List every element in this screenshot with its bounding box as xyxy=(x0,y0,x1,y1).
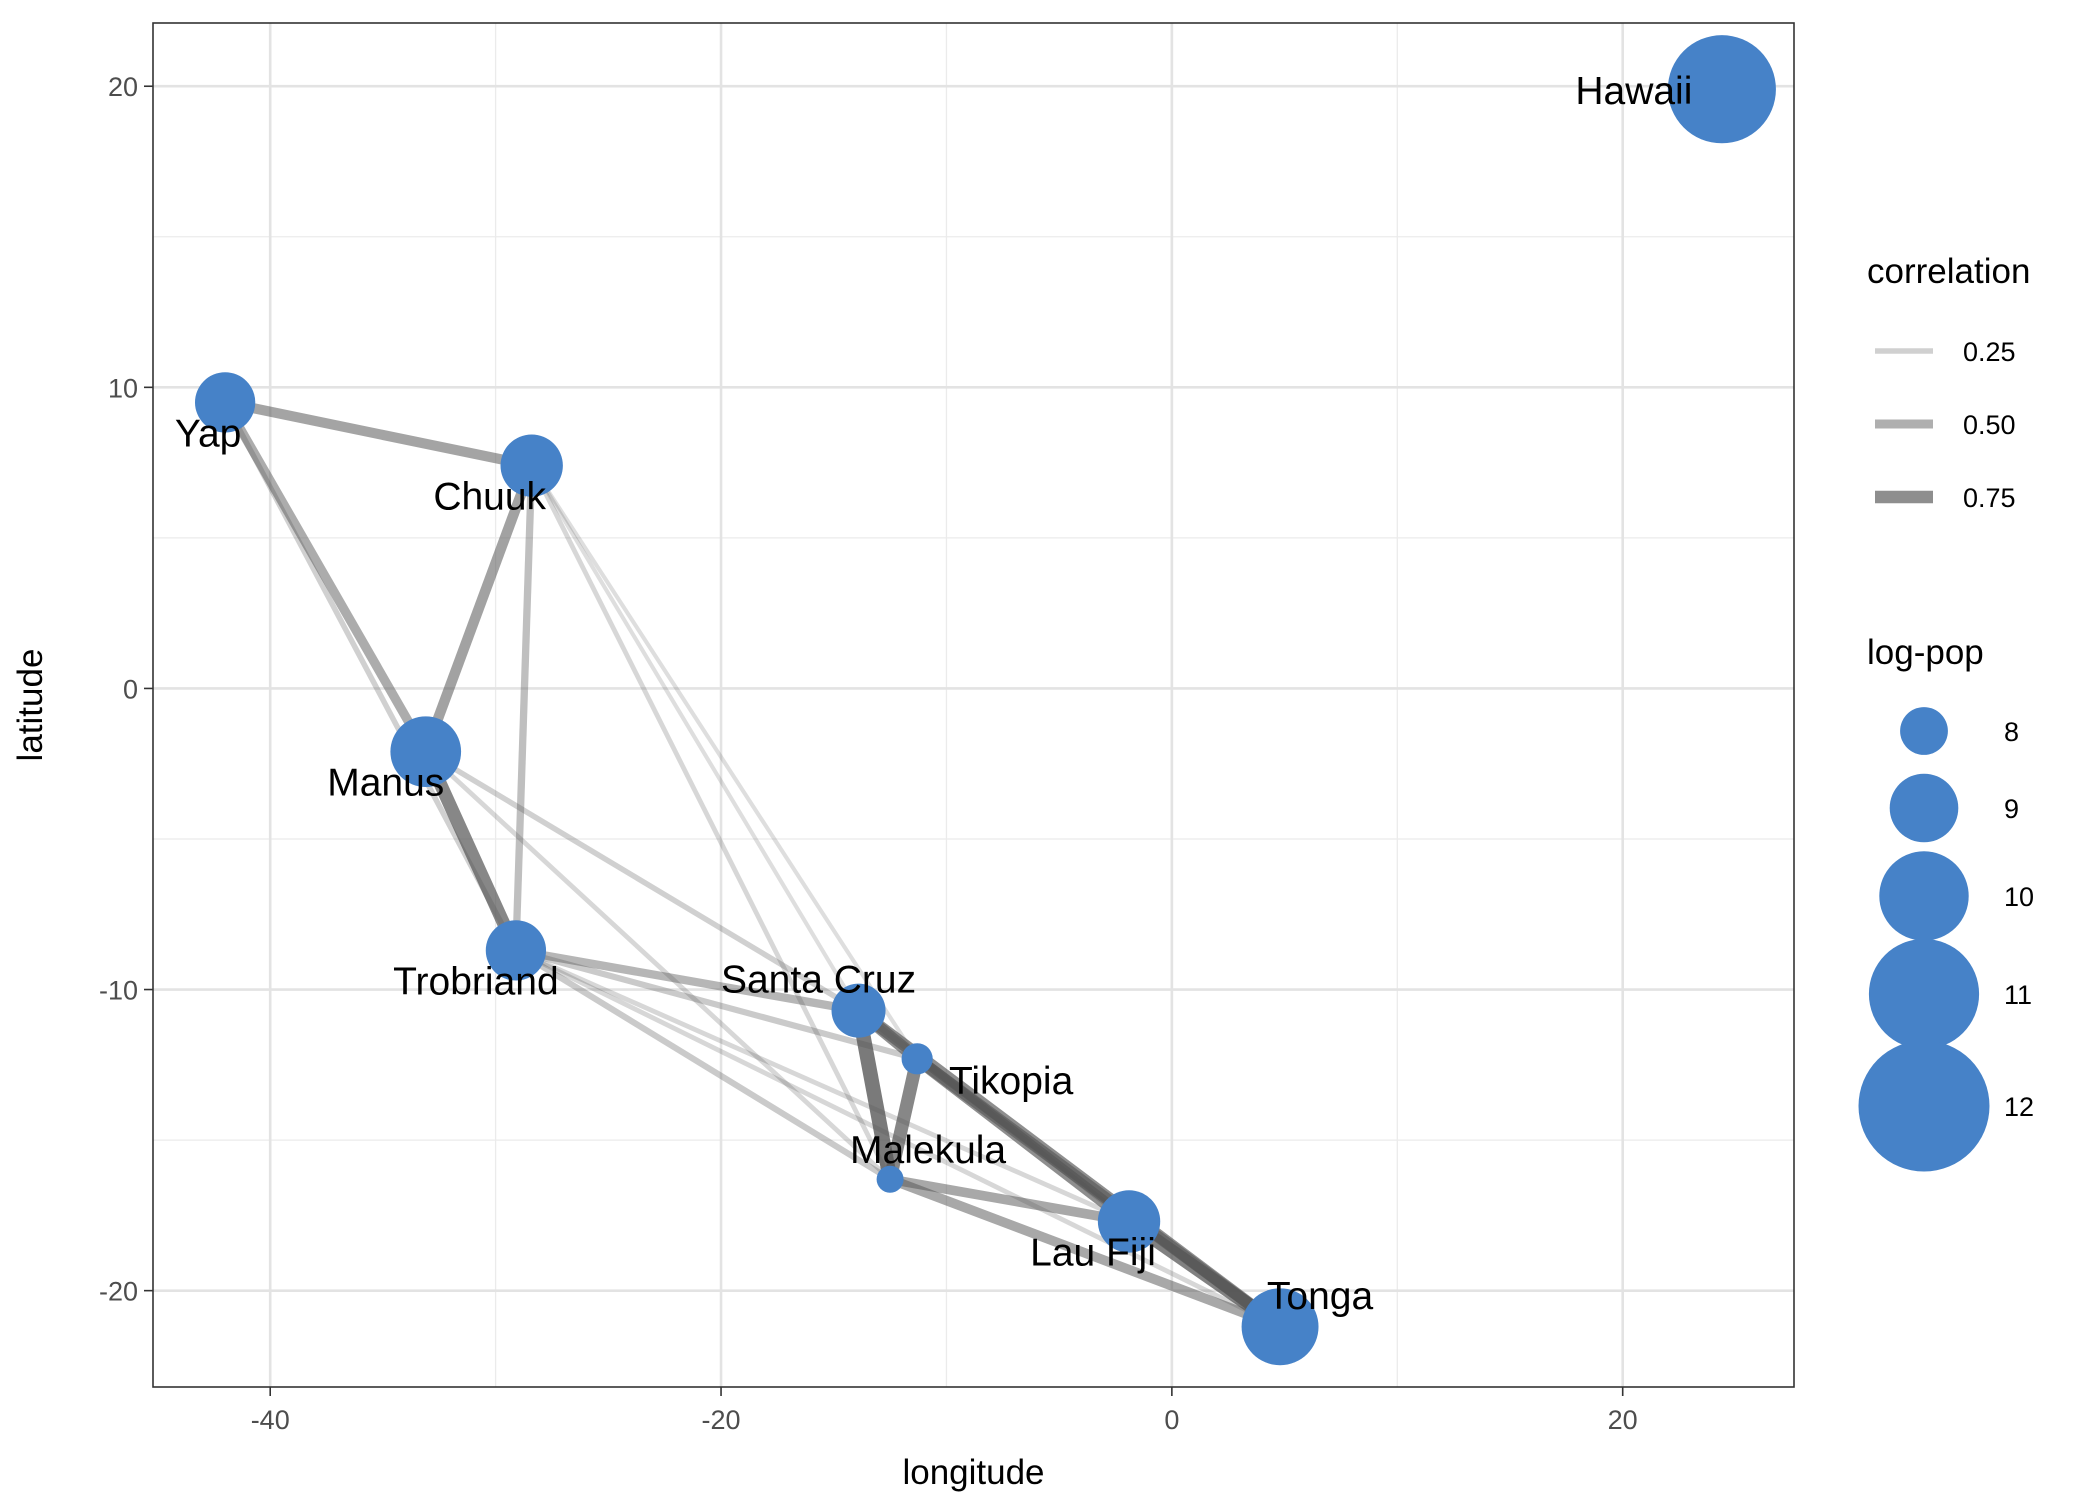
legend-log-pop: log-pop 8 9 10 11 12 xyxy=(1858,633,2034,1172)
node-chuuk xyxy=(500,434,563,497)
node-label: Tonga xyxy=(1267,1275,1374,1318)
node-label: Chuuk xyxy=(433,476,546,519)
edge-santa-cruz-malekula xyxy=(851,1009,898,1181)
x-axis-title: longitude xyxy=(902,1453,1044,1492)
legend-log-pop-key xyxy=(1900,707,1948,755)
x-tick-label: -20 xyxy=(702,1405,741,1435)
node-malekula xyxy=(876,1165,904,1193)
edge-trobriand-santa-cruz xyxy=(515,946,860,1015)
edge-malekula-lau-fiji xyxy=(889,1174,1130,1227)
edge-chuuk-trobriand xyxy=(512,465,536,951)
y-axis-title: latitude xyxy=(11,649,50,762)
y-tick-label: -20 xyxy=(99,1277,138,1307)
node-tonga xyxy=(1241,1288,1319,1366)
edge-chuuk-malekula xyxy=(529,464,893,1181)
edge-trobriand-malekula xyxy=(514,947,892,1182)
node-hawaii xyxy=(1667,35,1776,144)
edge-yap-chuuk xyxy=(224,397,533,471)
edge-chuuk-tikopia xyxy=(529,464,919,1060)
x-tick-label: 20 xyxy=(1608,1405,1638,1435)
node-label: Santa Cruz xyxy=(721,959,916,1002)
edge-manus-malekula xyxy=(424,749,892,1182)
edge-tikopia-malekula xyxy=(883,1057,924,1181)
node-tikopia xyxy=(901,1043,933,1075)
node-manus xyxy=(390,716,462,788)
legend-log-pop-key xyxy=(1879,851,1969,941)
legend-correlation-label: 0.25 xyxy=(1963,337,2016,367)
legend-log-pop-label: 12 xyxy=(2004,1092,2034,1122)
edge-manus-santa-cruz xyxy=(424,749,860,1013)
legend-log-pop-label: 10 xyxy=(2004,882,2034,912)
node-label: Yap xyxy=(175,412,242,455)
y-tick-label: -10 xyxy=(99,976,138,1006)
x-tick-label: 0 xyxy=(1164,1405,1179,1435)
y-tick-label: 20 xyxy=(108,72,138,102)
legend-correlation-label: 0.75 xyxy=(1963,483,2016,513)
y-tick-label: 0 xyxy=(123,674,138,704)
node-santa-cruz xyxy=(831,983,886,1038)
node-trobriand xyxy=(485,920,547,981)
legend-log-pop-key xyxy=(1889,773,1959,843)
y-tick-label: 10 xyxy=(108,373,138,403)
edge-manus-trobriand xyxy=(419,748,522,954)
edge-trobriand-tikopia xyxy=(515,947,918,1062)
node-label: Hawaii xyxy=(1575,70,1692,113)
node-label: Tikopia xyxy=(949,1060,1074,1103)
edge-chuuk-manus xyxy=(420,463,537,754)
legend-log-pop-label: 11 xyxy=(2004,980,2032,1010)
node-lau-fiji xyxy=(1097,1190,1161,1253)
grid xyxy=(153,23,1794,1387)
edge-trobriand-lau-fiji xyxy=(514,948,1131,1224)
axes: -40 -20 0 20 -20 -10 0 10 20 xyxy=(99,72,1638,1435)
node-layer xyxy=(194,35,1776,1366)
panel-border xyxy=(152,22,1795,1388)
panel-background xyxy=(153,23,1794,1387)
legend-correlation: correlation 0.25 0.50 0.75 xyxy=(1867,252,2030,513)
legend-log-pop-key xyxy=(1858,1040,1990,1172)
legend-log-pop-title: log-pop xyxy=(1867,633,1984,672)
node-label: Trobriand xyxy=(393,960,558,1003)
legend-correlation-title: correlation xyxy=(1867,252,2030,291)
edge-yap-manus xyxy=(221,400,430,754)
node-label: Manus xyxy=(327,762,444,805)
legend-log-pop-label: 8 xyxy=(2004,717,2019,747)
node-label: Malekula xyxy=(850,1129,1006,1172)
edge-chuuk-santa-cruz xyxy=(529,464,861,1012)
node-yap xyxy=(194,372,256,433)
node-label: Lau Fiji xyxy=(1030,1231,1156,1274)
edge-malekula-tonga xyxy=(888,1174,1282,1332)
legend-log-pop-label: 9 xyxy=(2004,794,2019,824)
legend-log-pop-key xyxy=(1868,938,1980,1050)
legend-correlation-label: 0.50 xyxy=(1963,410,2016,440)
node-label-layer: Malekula Tikopia Santa Cruz Yap Lau Fiji Trob… xyxy=(175,70,1693,1318)
x-tick-label: -40 xyxy=(251,1405,290,1435)
